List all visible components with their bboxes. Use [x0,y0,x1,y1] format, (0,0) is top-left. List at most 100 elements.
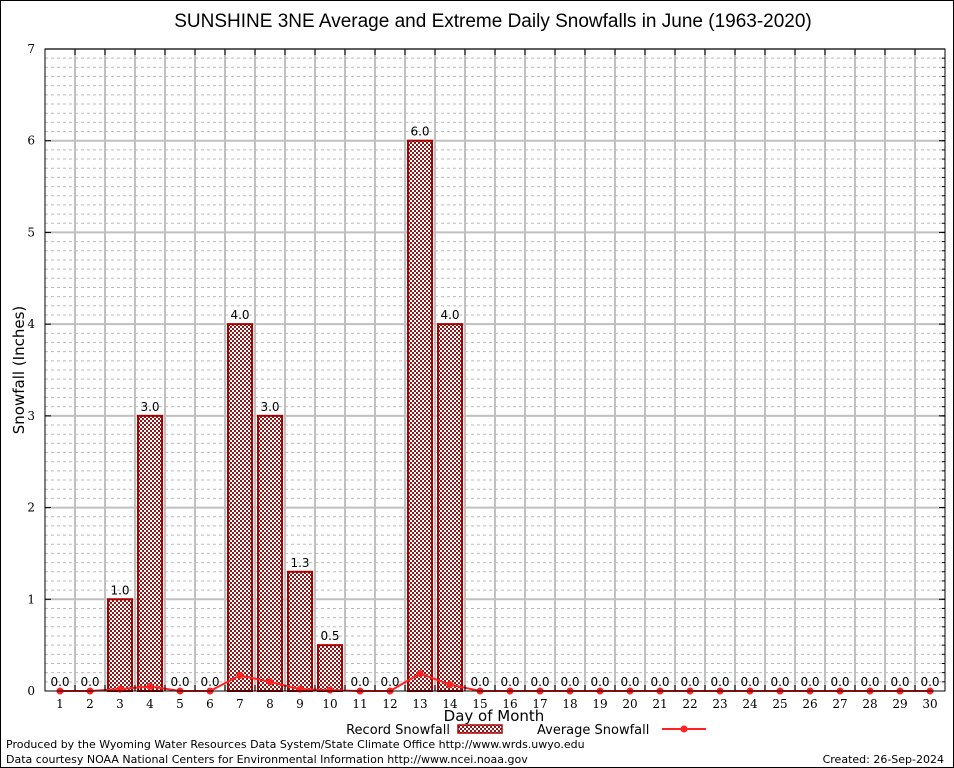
x-tick-label: 30 [922,697,937,711]
x-tick-label: 25 [772,697,787,711]
x-tick-label: 20 [622,697,637,711]
x-tick-label: 14 [442,697,458,711]
data-label-day-10: 0.5 [320,629,339,643]
footer-producer: Produced by the Wyoming Water Resources … [6,738,585,751]
data-label-day-30: 0.0 [920,675,939,689]
data-label-day-5: 0.0 [170,675,189,689]
legend: Record Snowfall Average Snowfall [346,723,706,738]
bar-day-7 [227,323,253,692]
legend-record-label: Record Snowfall [346,723,450,738]
average-point-day-14 [446,681,454,689]
average-point-day-3 [116,685,124,693]
data-label-day-27: 0.0 [830,675,849,689]
footer-data-source: Data courtesy NOAA National Centers for … [6,753,528,766]
data-label-day-12: 0.0 [380,675,399,689]
y-tick-label: 0 [27,684,35,698]
x-tick-label: 26 [802,697,817,711]
data-label-day-9: 1.3 [290,556,309,570]
x-tick-label: 5 [176,697,184,711]
data-label-day-6: 0.0 [200,675,219,689]
data-label-day-20: 0.0 [620,675,639,689]
x-tick-label: 18 [562,697,577,711]
data-label-day-29: 0.0 [890,675,909,689]
x-tick-label: 7 [236,697,244,711]
average-point-day-13 [416,670,424,678]
y-tick-label: 5 [27,225,35,239]
data-label-day-23: 0.0 [710,675,729,689]
average-point-day-9 [296,685,304,693]
x-tick-label: 28 [862,697,877,711]
data-label-day-16: 0.0 [500,675,519,689]
x-tick-label: 11 [352,697,367,711]
data-label-day-15: 0.0 [470,675,489,689]
x-tick-label: 22 [682,697,697,711]
y-tick-label: 6 [27,134,35,148]
data-label-day-4: 3.0 [140,400,159,414]
x-tick-label: 21 [652,697,667,711]
data-labels: 0.0 0.0 1.0 3.0 0.0 0.0 4.0 3.0 1.3 0.5 0.0 0.0 6.0 4… [50,125,939,689]
bar-day-3 [107,598,133,692]
legend-average-label: Average Snowfall [537,723,649,738]
data-label-day-14: 4.0 [440,308,459,322]
data-label-day-25: 0.0 [770,675,789,689]
x-tick-label: 13 [412,697,427,711]
data-label-day-18: 0.0 [560,675,579,689]
axes [44,48,946,692]
x-axis-label: Day of Month [444,707,545,725]
y-axis-label: Snowfall (Inches) [10,306,28,434]
data-label-day-3: 1.0 [110,583,129,597]
average-point-day-4 [146,682,154,690]
x-tick-label: 29 [892,697,907,711]
grid [45,48,945,691]
legend-average-marker [680,725,688,733]
data-label-day-8: 3.0 [260,400,279,414]
bar-day-13 [407,139,433,692]
y-tick-label: 1 [27,592,35,606]
x-tick-label: 19 [592,697,607,711]
average-point-day-8 [266,678,274,686]
data-label-day-11: 0.0 [350,675,369,689]
x-tick-label: 24 [742,697,758,711]
x-tick-label: 10 [322,697,337,711]
bar-day-8 [257,414,283,692]
data-label-day-21: 0.0 [650,675,669,689]
x-tick-label: 16 [502,697,517,711]
data-label-day-2: 0.0 [80,675,99,689]
x-tick-label: 12 [382,697,397,711]
x-tick-labels: 1 2 3 4 5 6 7 8 9 10 11 12 13 14 15 16 17 18 19 20 21 22 23 24 2… [56,697,937,711]
x-tick-label: 15 [472,697,487,711]
y-tick-label: 4 [27,317,35,331]
x-tick-label: 3 [116,697,124,711]
bars [107,139,463,693]
data-label-day-13: 6.0 [410,125,429,139]
data-label-day-19: 0.0 [590,675,609,689]
data-label-day-1: 0.0 [50,675,69,689]
x-tick-label: 27 [832,697,847,711]
x-tick-label: 9 [296,697,304,711]
y-tick-label: 7 [27,42,35,56]
x-tick-label: 23 [712,697,727,711]
x-tick-label: 8 [266,697,274,711]
y-tick-labels: 0 1 2 3 4 5 6 7 [27,42,35,698]
bar-day-14 [437,323,463,692]
legend-record-swatch [457,724,503,734]
data-label-day-7: 4.0 [230,308,249,322]
x-tick-label: 4 [146,697,154,711]
average-point-day-10 [326,686,334,694]
x-tick-label: 6 [206,697,214,711]
bar-day-9 [287,570,313,692]
x-tick-label: 2 [86,697,94,711]
y-tick-label: 3 [27,409,35,423]
footer-created: Created: 26-Sep-2024 [823,753,944,766]
bar-day-10 [317,644,343,693]
data-label-day-28: 0.0 [860,675,879,689]
data-label-day-26: 0.0 [800,675,819,689]
average-point-day-7 [236,671,244,679]
chart-title: SUNSHINE 3NE Average and Extreme Daily S… [174,11,812,32]
x-tick-label: 1 [56,697,64,711]
y-tick-label: 2 [27,501,35,515]
data-label-day-17: 0.0 [530,675,549,689]
bar-day-4 [137,414,163,692]
data-label-day-22: 0.0 [680,675,699,689]
